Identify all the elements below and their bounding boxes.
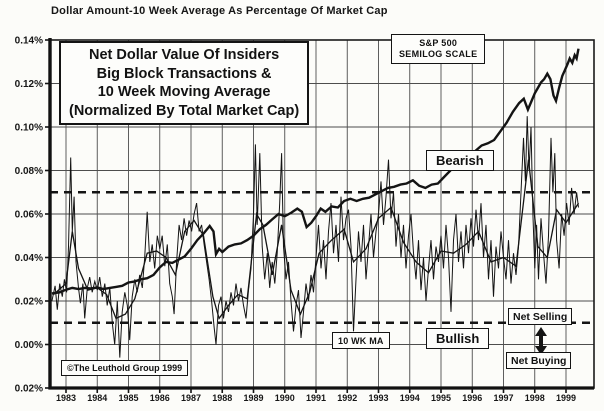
- net-buying-label-box: Net Buying: [506, 352, 572, 369]
- x-axis-tick-label: 1990: [275, 393, 295, 403]
- chart-title-line-4: (Normalized By Total Market Cap): [69, 102, 300, 119]
- x-axis-tick-label: 1991: [306, 393, 326, 403]
- y-axis-tick-label: 0.10%: [15, 123, 43, 134]
- ten-week-ma-label-box: 10 WK MA: [332, 332, 390, 349]
- x-axis-tick-label: 1998: [525, 393, 545, 403]
- x-axis-tick-label: 1988: [212, 393, 232, 403]
- chart-title-line-3: 10 Week Moving Average: [97, 84, 271, 100]
- y-axis-tick-label: 0.08%: [15, 166, 43, 177]
- x-axis-tick-label: 1996: [462, 393, 482, 403]
- x-axis-tick-label: 1985: [118, 393, 138, 403]
- y-axis-tick-label: 0.00%: [15, 340, 43, 351]
- x-axis-tick-label: 1994: [400, 393, 420, 403]
- weekly-insider-line: [51, 116, 579, 358]
- x-axis-tick-label: 1993: [368, 393, 388, 403]
- x-axis-tick-label: 1987: [181, 393, 201, 403]
- x-axis-tick-label: 1997: [493, 393, 513, 403]
- sp500-label-line-1: S&P 500: [419, 38, 458, 48]
- sp500-label-line-2: SEMILOG SCALE: [399, 49, 478, 59]
- ten-week-ma-line: [53, 159, 580, 320]
- chart-top-title: Dollar Amount-10 Week Average As Percent…: [51, 5, 388, 17]
- x-axis-tick-label: 1999: [556, 393, 576, 403]
- x-axis-tick-label: 1986: [150, 393, 170, 403]
- sp500-line: [51, 48, 580, 295]
- y-axis-tick-label: 0.12%: [15, 79, 43, 90]
- x-axis-tick-label: 1995: [431, 393, 451, 403]
- sp500-semilog-label-box: S&P 500 SEMILOG SCALE: [391, 34, 486, 64]
- chart-title-line-2: Big Block Transactions &: [96, 65, 272, 82]
- x-axis-tick-label: 1992: [337, 393, 357, 403]
- arrow-up-head-icon: [535, 327, 547, 336]
- bullish-label-box: Bullish: [426, 328, 490, 349]
- y-axis-tick-label: 0.14%: [15, 36, 43, 47]
- y-axis-tick-label: 0.02%: [15, 297, 43, 308]
- chart-title-line-1: Net Dollar Value Of Insiders: [89, 47, 280, 63]
- y-axis-tick-label: 0.06%: [15, 210, 43, 221]
- bearish-label-box: Bearish: [426, 150, 494, 171]
- x-axis-tick-label: 1989: [243, 393, 263, 403]
- net-selling-label-box: Net Selling: [508, 308, 573, 325]
- copyright-label-box: ©The Leuthold Group 1999: [61, 360, 189, 376]
- x-axis-tick-label: 1983: [56, 393, 76, 403]
- y-axis-tick-label: 0.04%: [15, 253, 43, 264]
- chart-title-box: Net Dollar Value Of Insiders Big Block T…: [59, 41, 310, 125]
- x-axis-tick-label: 1984: [87, 393, 107, 403]
- y-axis-tick-label: 0.02%: [15, 384, 43, 395]
- arrow-down-head-icon: [535, 346, 547, 355]
